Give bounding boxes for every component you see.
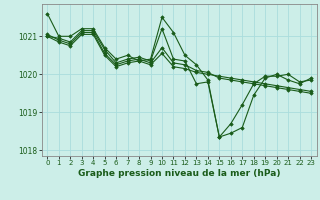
X-axis label: Graphe pression niveau de la mer (hPa): Graphe pression niveau de la mer (hPa) [78,169,280,178]
